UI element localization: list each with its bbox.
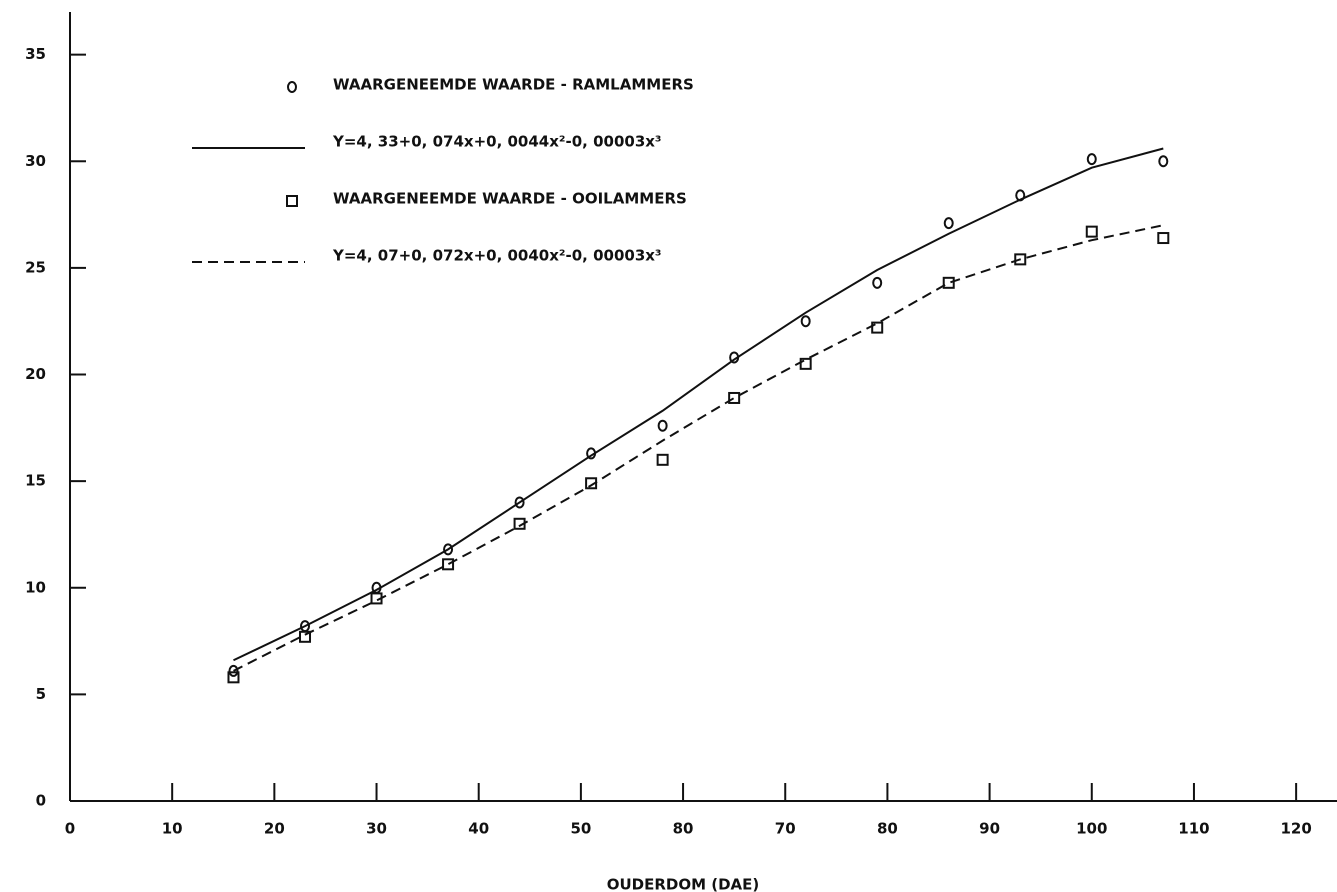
data-point — [943, 217, 954, 230]
fit-line — [233, 147, 1164, 662]
legend-label: Y=4, 33+0, 074x+0, 0044x²-0, 00003x³ — [332, 133, 662, 151]
data-point — [228, 664, 239, 677]
data-point — [942, 276, 955, 289]
x-tick-label: 80 — [877, 820, 898, 838]
data-point — [1157, 232, 1170, 245]
legend-marker — [286, 195, 298, 207]
y-tick-label: 20 — [25, 365, 46, 383]
fit-line — [233, 224, 1164, 672]
y-tick-label: 35 — [25, 45, 46, 63]
x-axis-label: OUDERDOM (DAE) — [607, 876, 760, 892]
legend-label: WAARGENEEMDE WAARDE - OOILAMMERS — [333, 190, 687, 208]
x-tick-label: 70 — [775, 820, 796, 838]
x-tick-label: 80 — [673, 820, 694, 838]
data-point — [871, 321, 884, 334]
legend-label: WAARGENEEMDE WAARDE - RAMLAMMERS — [333, 76, 694, 94]
data-point — [800, 315, 811, 328]
x-tick-label: 10 — [162, 820, 183, 838]
data-point — [657, 419, 668, 432]
y-tick-label: 10 — [25, 578, 46, 596]
x-tick-label: 50 — [570, 820, 591, 838]
data-point — [443, 543, 454, 556]
x-tick-label: 20 — [264, 820, 285, 838]
data-point — [1086, 153, 1097, 166]
x-tick-label: 40 — [468, 820, 489, 838]
y-tick-label: 0 — [36, 792, 46, 810]
y-tick-label: 15 — [25, 472, 46, 490]
data-point — [1014, 253, 1027, 266]
data-point — [872, 276, 883, 289]
data-point — [656, 453, 669, 466]
x-tick-label: 0 — [65, 820, 75, 838]
data-point — [799, 357, 812, 370]
x-tick-label: 100 — [1076, 820, 1107, 838]
legend-marker — [287, 81, 297, 93]
x-tick-label: 120 — [1280, 820, 1311, 838]
legend-label: Y=4, 07+0, 072x+0, 0040x²-0, 00003x³ — [332, 247, 662, 265]
data-point — [442, 558, 455, 571]
x-tick-label: 30 — [366, 820, 387, 838]
data-point — [728, 391, 741, 404]
y-tick-label: 30 — [25, 152, 46, 170]
data-point — [514, 496, 525, 509]
data-point — [227, 671, 240, 684]
y-tick-label: 5 — [36, 685, 46, 703]
x-tick-label: 110 — [1178, 820, 1209, 838]
x-tick-label: 90 — [979, 820, 1000, 838]
data-point — [299, 630, 312, 643]
data-point — [1085, 225, 1098, 238]
y-tick-label: 25 — [25, 258, 46, 276]
data-point — [1158, 155, 1169, 168]
